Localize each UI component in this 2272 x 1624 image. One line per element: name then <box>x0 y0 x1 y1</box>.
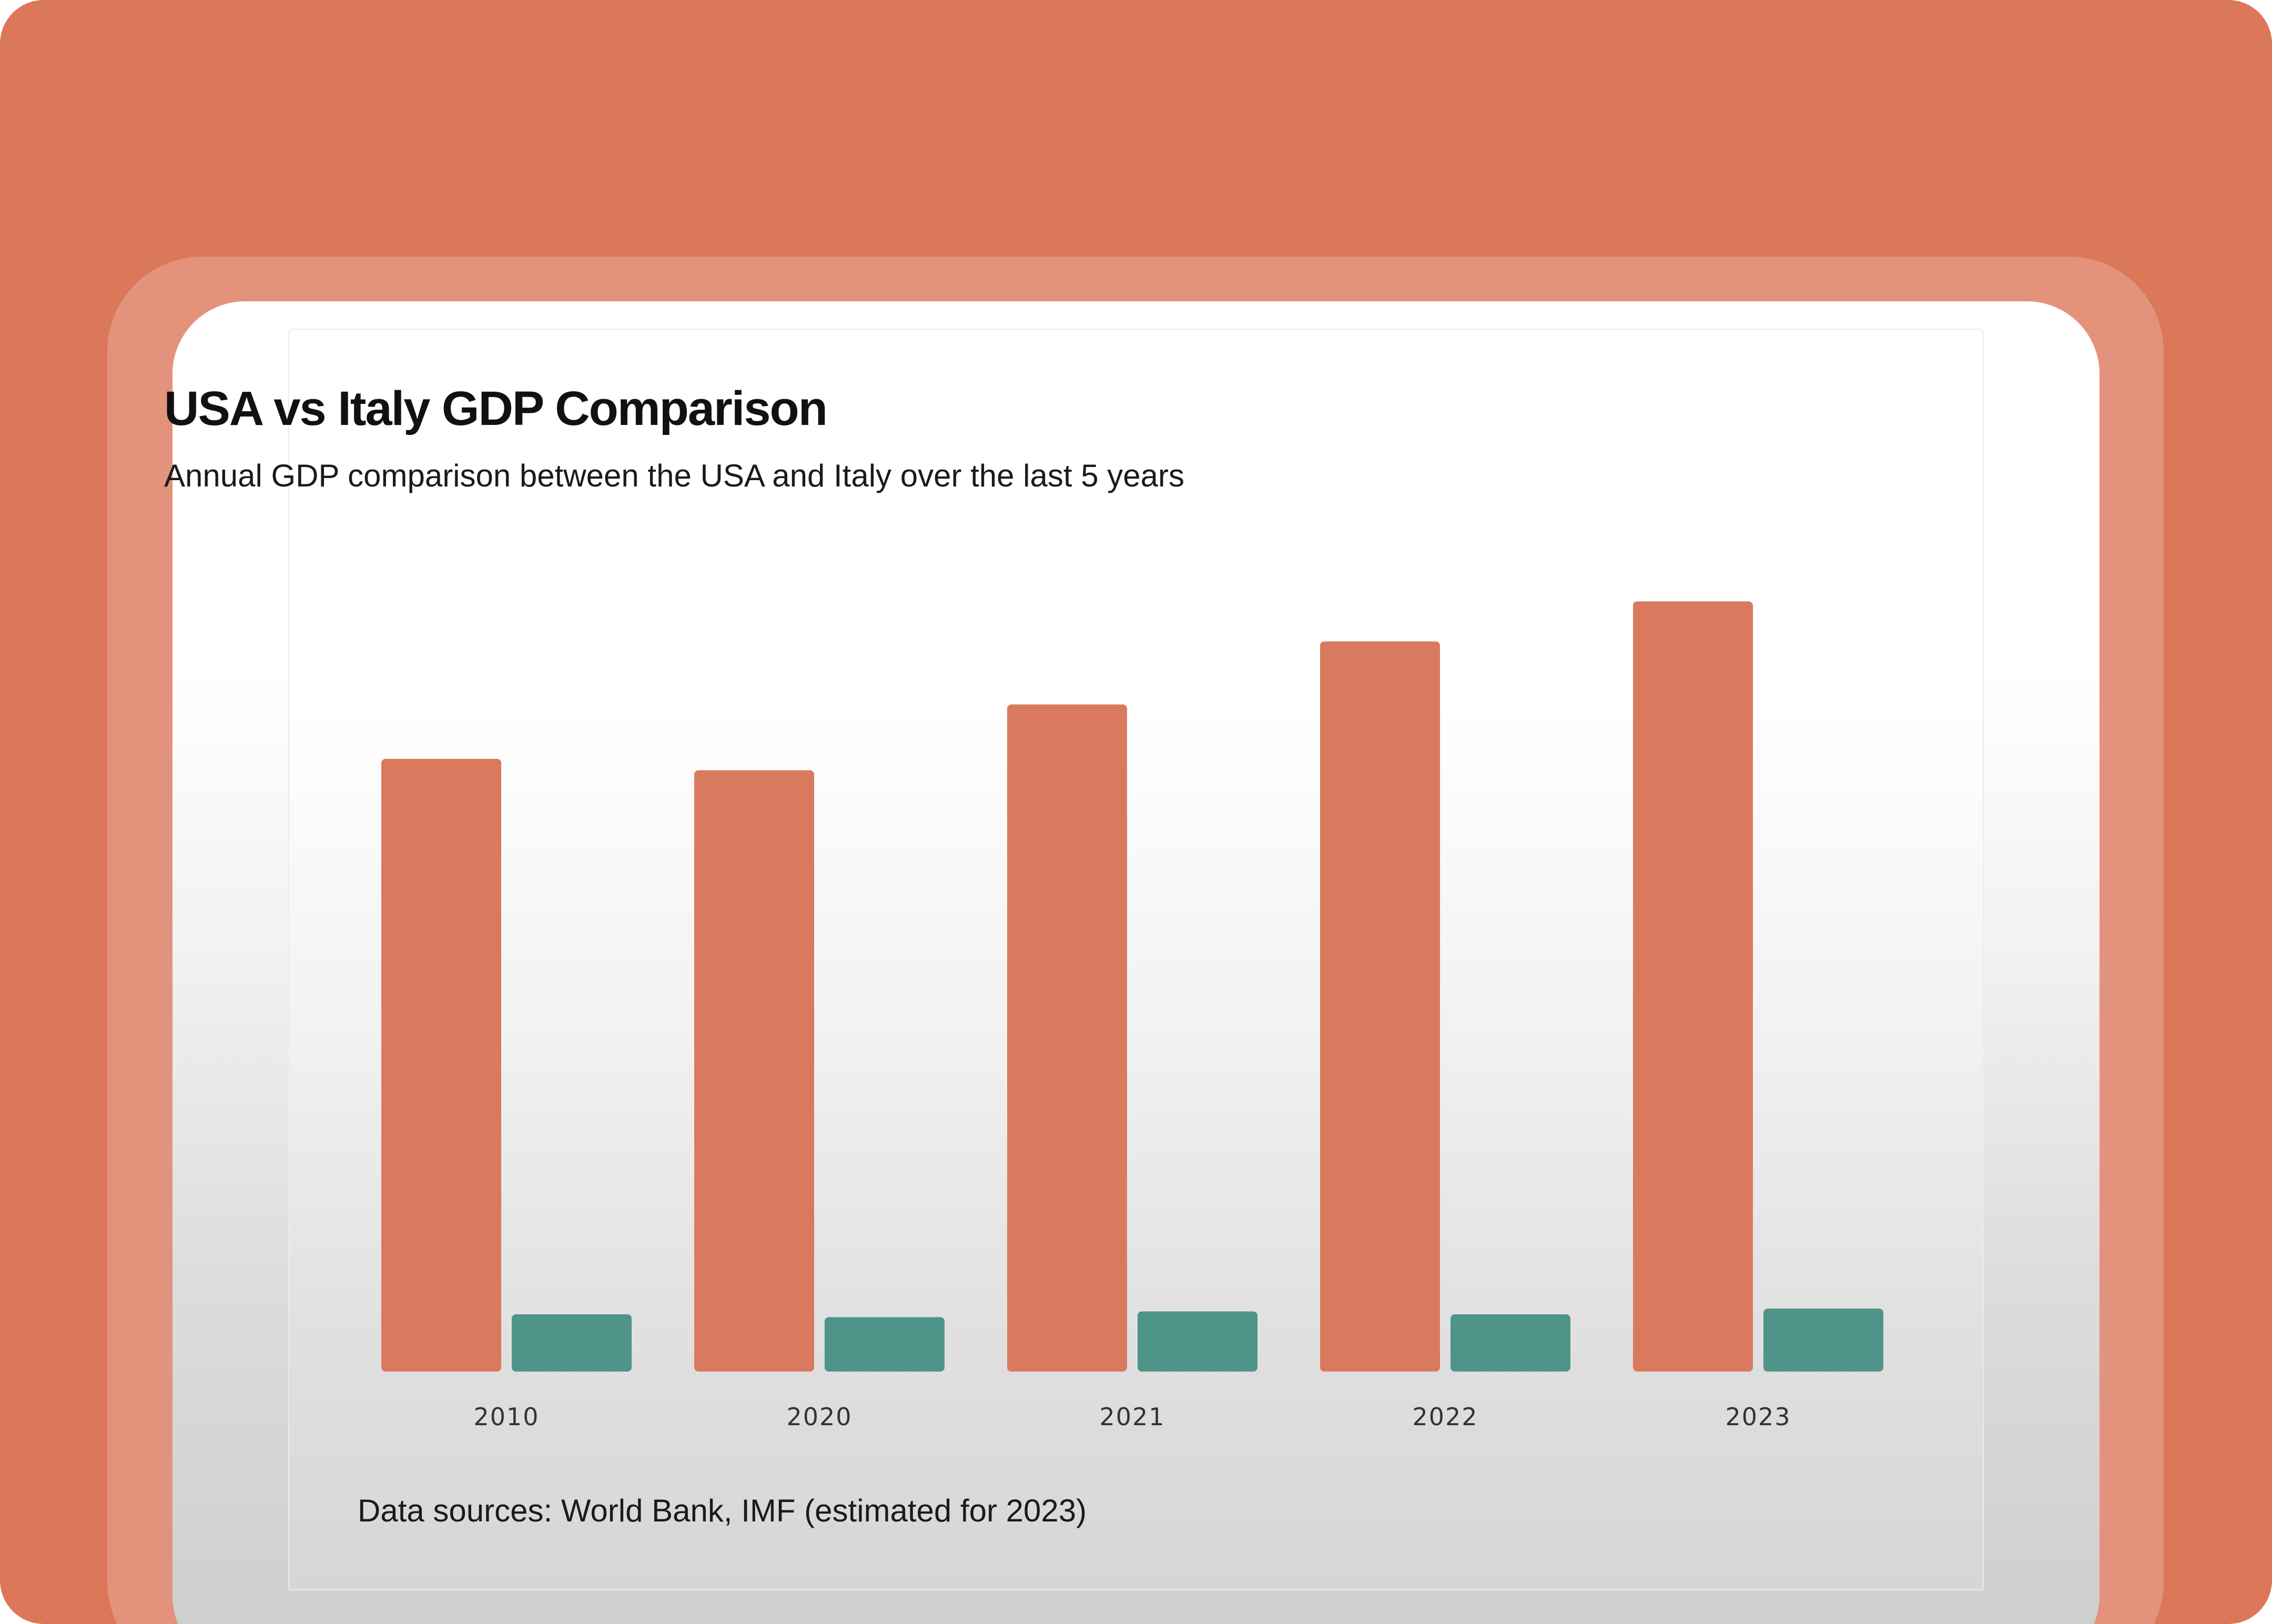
bar-italy-2020 <box>825 1317 945 1372</box>
data-source-note: Data sources: World Bank, IMF (estimated… <box>358 1493 1087 1528</box>
bar-italy-2021 <box>1138 1311 1257 1372</box>
bar-usa-2010 <box>381 758 501 1372</box>
chart-title: USA vs Italy GDP Comparison <box>164 382 828 435</box>
x-tick-label: 2022 <box>1412 1403 1478 1431</box>
x-tick-label: 2020 <box>786 1403 852 1431</box>
bar-italy-2023 <box>1763 1308 1883 1372</box>
bar-usa-2022 <box>1320 641 1440 1372</box>
x-tick-label: 2010 <box>473 1403 539 1431</box>
chart-subtitle: Annual GDP comparison between the USA an… <box>164 458 1184 493</box>
bar-usa-2023 <box>1633 601 1753 1372</box>
x-tick-label: 2021 <box>1099 1403 1165 1431</box>
bar-italy-2022 <box>1451 1314 1570 1372</box>
bar-usa-2020 <box>694 770 814 1372</box>
x-tick-label: 2023 <box>1725 1403 1791 1431</box>
bar-usa-2021 <box>1007 704 1127 1372</box>
bar-italy-2010 <box>512 1314 632 1372</box>
